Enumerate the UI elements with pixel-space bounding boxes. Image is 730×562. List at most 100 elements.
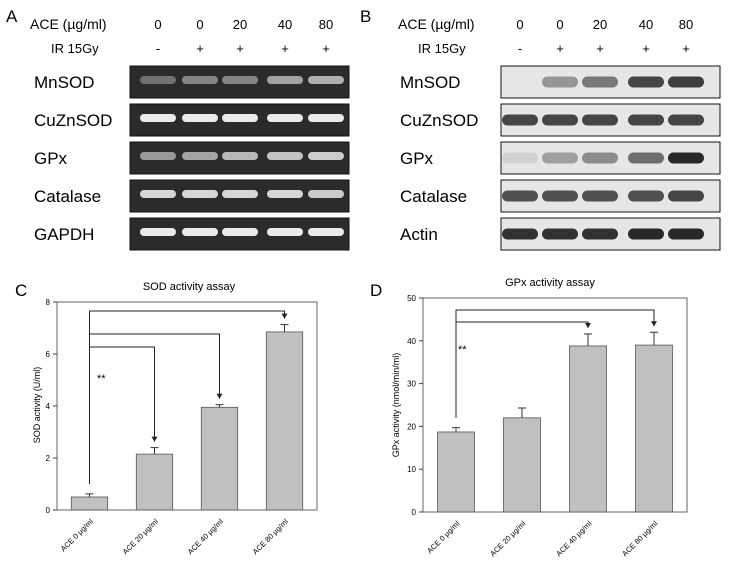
panel-a-letter: A (6, 7, 18, 26)
blot-band (582, 152, 618, 164)
blot-band (582, 114, 618, 126)
blot-band (582, 228, 618, 240)
blot-band (628, 228, 664, 240)
x-tick-label: ACE 40 µg/ml (554, 519, 593, 558)
blot-band (502, 114, 538, 126)
blot-band (222, 76, 258, 84)
blot-band (502, 152, 538, 164)
blot-row-label: Catalase (400, 187, 467, 206)
blot-row-label: MnSOD (400, 73, 460, 92)
lane-dose-label: 0 (556, 17, 563, 32)
blot-band (267, 114, 303, 122)
blot-band (308, 190, 344, 198)
bar (635, 344, 673, 513)
blot-band (582, 190, 618, 202)
blot-band (267, 152, 303, 160)
panel-a-lane-headers: 0 - 0 +20 +40 +80 + (154, 17, 333, 56)
panel-d-letter: D (370, 281, 382, 300)
panel-b-ace-label: ACE (µg/ml) (398, 16, 475, 32)
blot-band (502, 190, 538, 202)
blot-band (542, 228, 578, 240)
blot-band (140, 152, 176, 160)
lane-ir-label: + (642, 41, 650, 56)
blot-band (542, 152, 578, 164)
blot-band (308, 152, 344, 160)
gpx-activity-chart: GPx activity assay GPx activity (nmol/mi… (391, 277, 688, 558)
blot-band (140, 228, 176, 236)
blot-row-label: GPx (34, 149, 68, 168)
bar (437, 431, 475, 513)
blot-band (668, 190, 704, 202)
lane-ir-label: - (156, 41, 160, 56)
lane-ir-label: + (236, 41, 244, 56)
x-tick-label: ACE 20 µg/ml (121, 517, 160, 556)
panel-a-ace-label: ACE (µg/ml) (30, 16, 107, 32)
lane-ir-label: + (682, 41, 690, 56)
blot-row-label: Actin (400, 225, 438, 244)
significance-bracket (89, 310, 285, 484)
x-tick-label: ACE 0 µg/ml (59, 517, 95, 553)
blot-band (582, 76, 618, 88)
blot-band (182, 228, 218, 236)
panel-b-western-blot: MnSOD CuZnSOD GPx Catalase Actin (400, 65, 721, 251)
lane-dose-label: 20 (593, 17, 607, 32)
blot-row-label: GPx (400, 149, 434, 168)
bracket-arrow (216, 393, 223, 399)
chart-d-ylabel: GPx activity (nmol/min/ml) (391, 353, 401, 458)
lane-ir-label: + (281, 41, 289, 56)
blot-band (668, 152, 704, 164)
lane-dose-label: 0 (516, 17, 523, 32)
bar (569, 345, 607, 513)
y-tick-label: 4 (46, 402, 51, 411)
y-tick-label: 10 (407, 465, 416, 474)
blot-band (668, 76, 704, 88)
x-tick-label: ACE 20 µg/ml (488, 519, 527, 558)
y-tick-label: 0 (412, 508, 417, 517)
lane-ir-label: + (596, 41, 604, 56)
panel-b-letter: B (360, 7, 371, 26)
x-tick-label: ACE 80 µg/ml (620, 519, 659, 558)
blot-band (628, 114, 664, 126)
blot-band (308, 228, 344, 236)
chart-c-title: SOD activity assay (143, 281, 236, 293)
bar (135, 453, 174, 511)
bar (265, 331, 304, 511)
blot-band (140, 190, 176, 198)
blot-band (502, 228, 538, 240)
blot-band (140, 114, 176, 122)
x-tick-label: ACE 0 µg/ml (425, 519, 461, 555)
bracket-arrow (281, 313, 288, 319)
blot-band (182, 152, 218, 160)
blot-row-label: CuZnSOD (34, 111, 112, 130)
y-tick-label: 2 (46, 454, 51, 463)
blot-band (628, 152, 664, 164)
x-tick-label: ACE 80 µg/ml (251, 517, 290, 556)
blot-row-label: Catalase (34, 187, 101, 206)
lane-dose-label: 40 (639, 17, 653, 32)
y-tick-label: 30 (407, 380, 416, 389)
panel-a-gel: MnSOD CuZnSOD GPx Catalase GAPDH (34, 65, 350, 251)
panel-a-ir-label: IR 15Gy (51, 41, 99, 56)
bar (70, 496, 109, 511)
plot-frame (422, 297, 688, 513)
blot-band (222, 114, 258, 122)
y-tick-label: 8 (46, 298, 51, 307)
blot-band (542, 190, 578, 202)
x-tick-label: ACE 40 µg/ml (186, 517, 225, 556)
bracket-arrow (151, 436, 158, 442)
chart-c-ylabel: SOD activity (U/ml) (32, 367, 42, 444)
blot-row-label: CuZnSOD (400, 111, 478, 130)
blot-row-label: GAPDH (34, 225, 94, 244)
panel-b-lane-headers: 0 - 0 +20 +40 +80 + (516, 17, 693, 56)
panel-c-letter: C (15, 281, 27, 300)
lane-dose-label: 0 (196, 17, 203, 32)
blot-band (222, 228, 258, 236)
y-tick-label: 6 (46, 350, 51, 359)
blot-band (668, 228, 704, 240)
chart-d-significance: ** (458, 344, 467, 356)
lane-ir-label: - (518, 41, 522, 56)
blot-band (222, 152, 258, 160)
lane-dose-label: 40 (278, 17, 292, 32)
panel-b-ir-label: IR 15Gy (418, 41, 466, 56)
